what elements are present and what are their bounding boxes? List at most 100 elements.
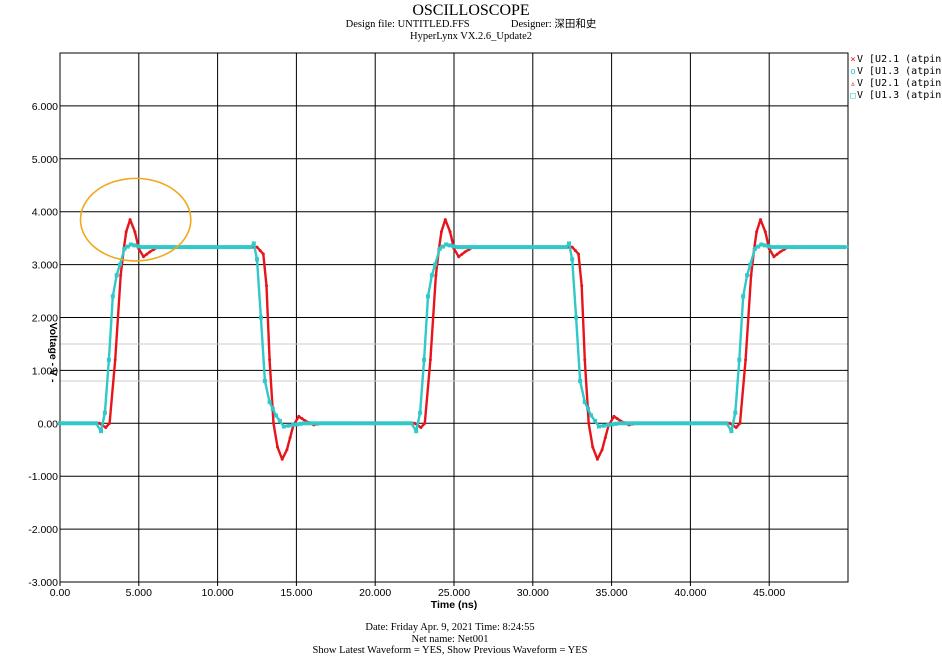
data-point xyxy=(802,245,807,250)
data-point xyxy=(171,245,175,250)
data-point xyxy=(255,245,259,249)
data-point xyxy=(536,245,541,250)
data-point xyxy=(612,414,616,418)
data-point xyxy=(552,245,557,250)
data-point xyxy=(124,230,128,234)
data-point xyxy=(794,245,799,250)
data-point xyxy=(570,245,574,249)
grid xyxy=(59,53,848,583)
data-point xyxy=(645,421,650,426)
data-point xyxy=(570,257,575,262)
data-point xyxy=(460,252,464,256)
data-point xyxy=(720,421,725,426)
data-point xyxy=(580,284,584,288)
data-point xyxy=(560,245,564,250)
data-point xyxy=(716,421,721,426)
data-point xyxy=(782,245,787,250)
legend-item: □V [U1.3 (atpin)] xyxy=(849,90,942,102)
data-point xyxy=(357,421,362,426)
legend-marker-icon: o xyxy=(850,67,856,77)
data-point xyxy=(629,421,634,426)
data-point xyxy=(99,429,103,434)
data-point xyxy=(474,245,479,250)
data-point xyxy=(455,245,460,250)
data-point xyxy=(147,245,152,250)
data-point xyxy=(349,421,354,426)
data-point xyxy=(574,315,579,320)
data-point xyxy=(766,244,771,249)
data-point xyxy=(58,421,62,426)
data-point xyxy=(448,230,452,234)
data-point xyxy=(838,245,842,250)
data-point xyxy=(759,218,762,222)
legend-label: V [U1.3 (atpin)] xyxy=(857,66,942,77)
data-point xyxy=(457,255,461,259)
data-point xyxy=(132,243,137,248)
x-axis-label: Time (ns) xyxy=(431,599,477,611)
y-tick-label: -3.000 xyxy=(28,577,58,589)
data-point xyxy=(244,245,249,250)
net-name-line: Net name: Net001 xyxy=(411,633,489,645)
data-point xyxy=(106,357,111,362)
data-point xyxy=(334,421,338,426)
data-point xyxy=(505,245,510,250)
data-point xyxy=(681,421,685,426)
y-tick-label: -2.000 xyxy=(28,524,58,536)
data-point xyxy=(497,245,502,250)
data-point xyxy=(163,245,168,250)
data-point xyxy=(273,413,278,418)
data-point xyxy=(128,242,133,247)
data-point xyxy=(125,244,130,249)
x-tick-label: 0.00 xyxy=(50,587,71,599)
data-point xyxy=(94,421,99,426)
data-point xyxy=(225,245,230,250)
waveform-line xyxy=(58,242,850,433)
data-point xyxy=(142,255,145,259)
designer-label: Designer: xyxy=(510,19,552,30)
data-point xyxy=(104,426,108,429)
data-point xyxy=(583,358,587,362)
data-point xyxy=(708,421,713,426)
data-point xyxy=(122,246,127,251)
chart-footer: Date: Friday Apr. 9, 2021 Time: 8:24:55 … xyxy=(230,622,670,657)
data-point xyxy=(272,421,275,425)
data-point xyxy=(842,245,846,250)
data-point xyxy=(258,249,262,253)
data-point xyxy=(591,445,595,449)
legend: ×V [U2.1 (atpin)]oV [U1.3 (atpin)]▵V [U2… xyxy=(849,54,942,102)
data-point xyxy=(140,245,144,250)
data-point xyxy=(577,252,580,256)
data-point xyxy=(281,424,286,429)
data-point xyxy=(276,445,279,449)
data-point xyxy=(437,246,442,251)
data-point xyxy=(414,429,419,434)
data-point xyxy=(595,457,599,461)
data-point xyxy=(413,421,417,425)
legend-item: ▵V [U2.1 (atpin)] xyxy=(849,78,942,90)
data-point xyxy=(102,410,107,415)
data-point xyxy=(597,424,601,429)
data-point xyxy=(513,245,518,250)
data-point xyxy=(330,421,335,426)
data-point xyxy=(665,421,670,426)
data-point xyxy=(617,421,622,426)
data-point xyxy=(540,245,545,250)
data-point xyxy=(641,421,646,426)
data-point xyxy=(587,421,591,425)
data-point xyxy=(653,421,658,426)
data-point xyxy=(444,242,449,247)
data-point xyxy=(712,421,717,426)
data-point xyxy=(459,245,463,250)
data-point xyxy=(422,357,427,362)
annotations xyxy=(79,177,192,262)
data-point xyxy=(133,230,137,234)
data-point xyxy=(692,421,697,426)
data-point xyxy=(251,241,256,246)
data-point xyxy=(770,245,775,250)
data-point xyxy=(342,421,346,426)
data-point xyxy=(217,245,222,250)
data-point xyxy=(267,400,272,405)
data-point xyxy=(741,294,746,299)
data-point xyxy=(462,245,467,250)
data-point xyxy=(826,245,831,250)
